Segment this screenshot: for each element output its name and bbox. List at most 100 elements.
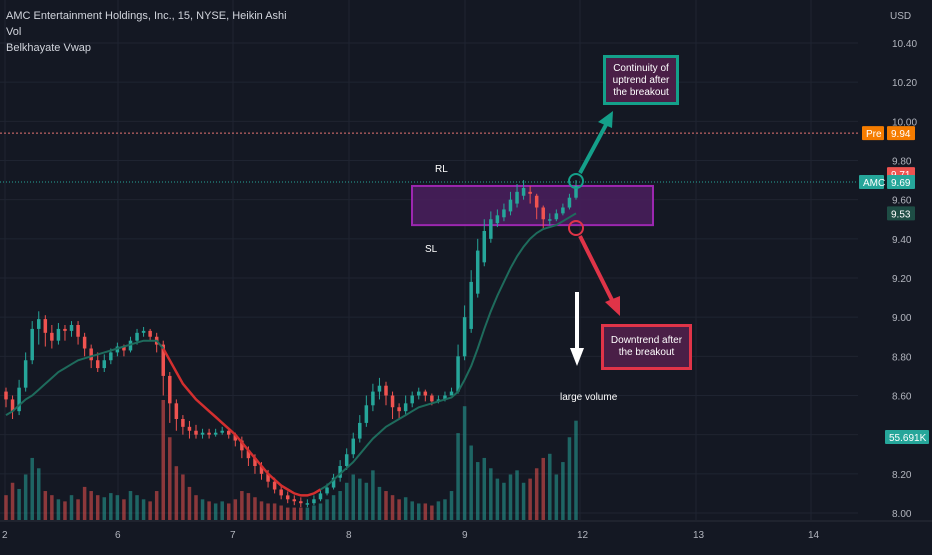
volume-bar — [174, 466, 179, 520]
volume-bar — [299, 507, 303, 520]
candle-body — [475, 250, 480, 294]
time-tick-label: 2 — [2, 530, 8, 541]
candle-body — [259, 466, 264, 474]
candle-body — [384, 385, 388, 396]
volume-bar — [384, 491, 388, 520]
candle-body — [299, 501, 303, 504]
volume-bar — [279, 505, 283, 520]
time-tick-label: 13 — [693, 530, 705, 541]
downtrend-text: Downtrend after the breakout — [610, 335, 683, 358]
volume-bar — [69, 495, 74, 520]
candle-body — [148, 330, 152, 337]
volume-bar — [272, 503, 277, 520]
candle-body — [515, 191, 519, 204]
volume-bar — [397, 499, 401, 520]
candle-body — [423, 391, 428, 396]
candle-body — [102, 360, 107, 369]
volume-bar — [285, 507, 290, 520]
volume-bar — [325, 499, 329, 520]
volume-bar — [63, 501, 67, 520]
candle-body — [141, 330, 146, 333]
candle-body — [430, 395, 434, 402]
volume-bar — [502, 482, 506, 520]
candle-body — [344, 454, 349, 466]
volume-bar — [122, 499, 126, 520]
volume-bar — [187, 486, 192, 520]
volume-bar — [338, 491, 342, 520]
candle-body — [508, 199, 513, 212]
candle-body — [37, 319, 41, 329]
volume-bar — [489, 468, 493, 520]
candle-body — [548, 219, 552, 221]
volume-bar — [528, 478, 532, 520]
volume-bar — [521, 482, 526, 520]
rl-label: RL — [435, 164, 448, 175]
volume-bar — [76, 499, 80, 520]
volume-bar — [200, 499, 205, 520]
continuity-text: Continuity of uptrend after the breakout — [612, 63, 670, 98]
volume-bar — [364, 482, 369, 520]
candle-body — [312, 499, 316, 504]
volume-bar — [312, 505, 316, 520]
legend-vol[interactable]: Vol — [6, 26, 22, 38]
volume-bar — [10, 482, 15, 520]
last-price-tag-bg — [887, 175, 915, 190]
red-arrow-line — [578, 235, 614, 301]
pre-value-tag: 9.94 — [891, 129, 911, 140]
volume-bar — [574, 420, 578, 520]
candle-body — [397, 407, 401, 412]
volume-bar — [82, 486, 87, 520]
volume-bar — [410, 501, 414, 520]
volume-bar — [358, 478, 362, 520]
volume-bar — [259, 501, 264, 520]
price-tick-label: 9.40 — [892, 235, 912, 246]
volume-bar — [561, 462, 565, 520]
vwap-line-red — [162, 347, 322, 497]
volume-bar — [227, 503, 231, 520]
volume-bar — [449, 491, 454, 520]
volume-bar — [443, 499, 447, 520]
volume-bar — [436, 501, 441, 520]
candle-body — [161, 344, 165, 376]
candle-body — [266, 473, 270, 482]
candle-body — [227, 430, 231, 435]
volume-bar — [417, 503, 421, 520]
volume-bar — [403, 497, 408, 520]
candle-body — [331, 477, 336, 488]
volume-bar — [56, 499, 61, 520]
candle-body — [82, 336, 87, 349]
volume-bar — [220, 501, 224, 520]
price-tick-label: 9.00 — [892, 313, 912, 324]
candle-body — [76, 325, 80, 337]
volume-bar — [344, 482, 349, 520]
time-tick-label: 7 — [230, 530, 236, 541]
time-tick-label: 12 — [577, 530, 589, 541]
volume-bar — [351, 474, 355, 520]
volume-bar — [508, 474, 513, 520]
volume-bar — [541, 457, 545, 520]
candle-body — [377, 385, 382, 392]
candle-body — [89, 348, 93, 361]
volume-bar — [115, 495, 120, 520]
candle-body — [417, 391, 421, 396]
candle-body — [305, 503, 310, 505]
legend-title[interactable]: AMC Entertainment Holdings, Inc., 15, NY… — [6, 10, 287, 22]
candle-body — [292, 499, 297, 502]
candle-body — [4, 391, 8, 400]
volume-bar — [89, 491, 93, 520]
volume-bar — [534, 468, 539, 520]
candle-body — [17, 387, 21, 412]
large-volume-label: large volume — [560, 392, 618, 403]
legend-indicator[interactable]: Belkhayate Vwap — [6, 42, 91, 54]
volume-bar — [567, 437, 572, 520]
candle-body — [456, 356, 460, 392]
volume-bar — [135, 495, 139, 520]
volume-bar — [475, 462, 480, 520]
price-tick-label: 8.00 — [892, 509, 912, 520]
volume-bar — [148, 501, 152, 520]
candle-body — [534, 195, 539, 208]
volume-bar — [109, 493, 113, 520]
volume-bar — [240, 491, 244, 520]
